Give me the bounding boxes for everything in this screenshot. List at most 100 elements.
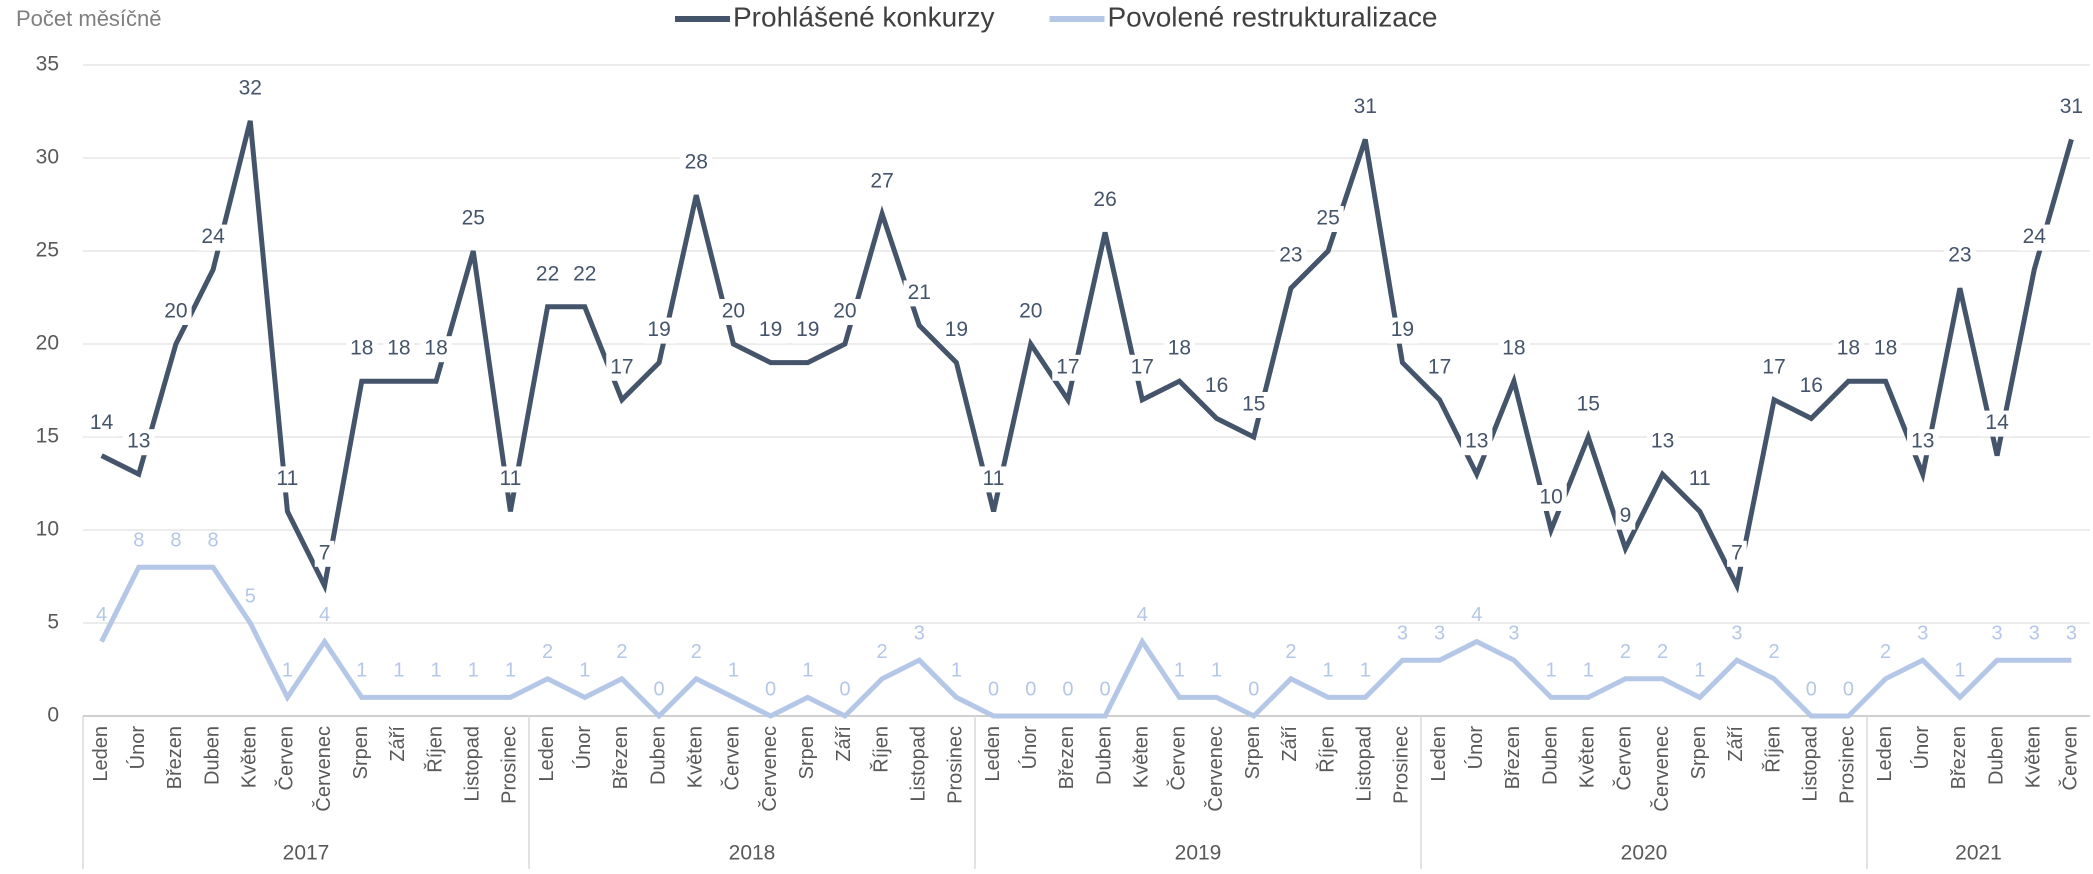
data-label: 22	[536, 262, 559, 285]
data-label: 23	[1279, 244, 1302, 267]
data-label: 18	[1168, 337, 1191, 360]
x-tick-label: Květen	[2023, 726, 2045, 788]
data-label: 2	[1769, 641, 1780, 663]
data-label: 1	[393, 660, 404, 682]
data-label: 2	[877, 641, 888, 663]
data-label-bg	[606, 354, 638, 381]
data-label: 4	[319, 604, 330, 626]
x-tick-label: Srpen	[350, 726, 372, 779]
data-label-bg	[643, 317, 675, 344]
x-tick-label: Červenec	[758, 726, 781, 812]
data-label-bg	[1832, 336, 1865, 363]
data-label: 1	[468, 660, 479, 682]
data-label-bg	[2018, 224, 2050, 251]
data-label-bg	[383, 336, 415, 363]
data-label: 19	[1391, 318, 1414, 341]
data-label: 18	[424, 337, 447, 360]
x-tick-label: Prosinec	[1391, 726, 1413, 804]
data-label-bg	[569, 261, 601, 288]
data-label-bg	[197, 224, 229, 251]
data-label-bg	[1200, 373, 1233, 400]
data-label-bg	[1275, 243, 1307, 270]
data-label: 1	[356, 660, 367, 682]
data-label: 16	[1205, 374, 1228, 397]
x-tick-label: Únor	[1464, 726, 1487, 770]
data-label: 17	[1762, 355, 1785, 378]
data-label: 9	[1620, 504, 1632, 527]
x-tick-label: Leden	[90, 726, 112, 782]
data-label: 1	[1360, 660, 1371, 682]
x-tick-label: Únor	[1018, 726, 1041, 770]
y-axis-title: Počet měsíčně	[16, 6, 162, 31]
group-label: 2018	[729, 842, 776, 865]
x-tick-label: Říjen	[1761, 726, 1784, 773]
data-label: 3	[1992, 622, 2003, 644]
data-label-bg	[940, 317, 973, 344]
x-tick-label: Únor	[1910, 726, 1933, 770]
x-tick-label: Leden	[536, 726, 558, 782]
data-label: 11	[500, 467, 522, 490]
data-label: 26	[1093, 188, 1116, 211]
data-label-bg	[1907, 429, 1939, 456]
data-label: 18	[1502, 337, 1525, 360]
data-label-bg	[457, 206, 489, 232]
data-label: 17	[1131, 355, 1154, 378]
data-label-bg	[1312, 206, 1344, 232]
data-label: 2	[691, 641, 702, 663]
data-label-bg	[717, 299, 750, 325]
data-label: 0	[988, 678, 999, 700]
data-label: 22	[573, 262, 596, 285]
x-tick-label: Duben	[201, 726, 223, 785]
x-tick-label: Duben	[1539, 726, 1561, 785]
x-tick-label: Září	[1725, 726, 1747, 762]
data-label-bg	[1163, 336, 1196, 363]
data-label: 1	[1174, 660, 1185, 682]
x-tick-label: Březen	[1948, 726, 1970, 789]
data-label: 15	[1242, 393, 1265, 416]
data-label-bg	[1423, 354, 1456, 381]
data-label-bg	[234, 75, 266, 102]
y-tick-label: 0	[47, 704, 59, 727]
x-tick-label: Červen	[2059, 726, 2082, 790]
data-label-bg	[2055, 94, 2088, 121]
data-label: 14	[1985, 411, 2009, 434]
x-tick-label: Červenec	[1204, 726, 1227, 812]
data-label: 3	[1434, 622, 1445, 644]
data-label-bg	[1126, 354, 1158, 381]
x-tick-label: Prosinec	[945, 726, 967, 804]
group-label: 2020	[1621, 842, 1668, 865]
data-label: 1	[431, 660, 442, 682]
series-line	[99, 564, 2072, 720]
group-label: 2019	[1175, 842, 1222, 865]
data-label: 0	[1062, 678, 1073, 700]
x-tick-label: Září	[833, 726, 855, 762]
x-tick-label: Červen	[1167, 726, 1190, 790]
x-tick-label: Srpen	[1242, 726, 1264, 779]
data-label: 4	[1471, 604, 1482, 626]
data-label: 20	[722, 300, 745, 323]
data-label-bg	[1615, 503, 1636, 530]
data-label: 17	[610, 355, 633, 378]
data-label-bg	[1758, 354, 1790, 381]
y-tick-label: 25	[36, 239, 59, 262]
data-label-bg	[272, 466, 303, 493]
data-label: 8	[208, 529, 219, 551]
group-label: 2021	[1955, 842, 2002, 865]
data-label-bg	[1795, 373, 1827, 400]
data-label-bg	[314, 540, 335, 567]
data-label: 3	[1508, 622, 1519, 644]
x-tick-label: Září	[387, 726, 409, 762]
data-label-bg	[495, 466, 526, 493]
data-label: 3	[1917, 622, 1928, 644]
y-tick-label: 20	[36, 332, 59, 355]
x-tick-label: Květen	[1131, 726, 1153, 788]
data-label: 24	[2023, 225, 2047, 248]
data-label: 19	[759, 318, 782, 341]
data-label: 17	[1056, 355, 1079, 378]
data-label: 4	[1137, 604, 1148, 626]
x-tick-label: Květen	[1577, 726, 1599, 788]
data-label-bg	[1646, 429, 1679, 456]
x-tick-label: Prosinec	[1837, 726, 1859, 804]
x-tick-label: Březen	[1056, 726, 1078, 789]
